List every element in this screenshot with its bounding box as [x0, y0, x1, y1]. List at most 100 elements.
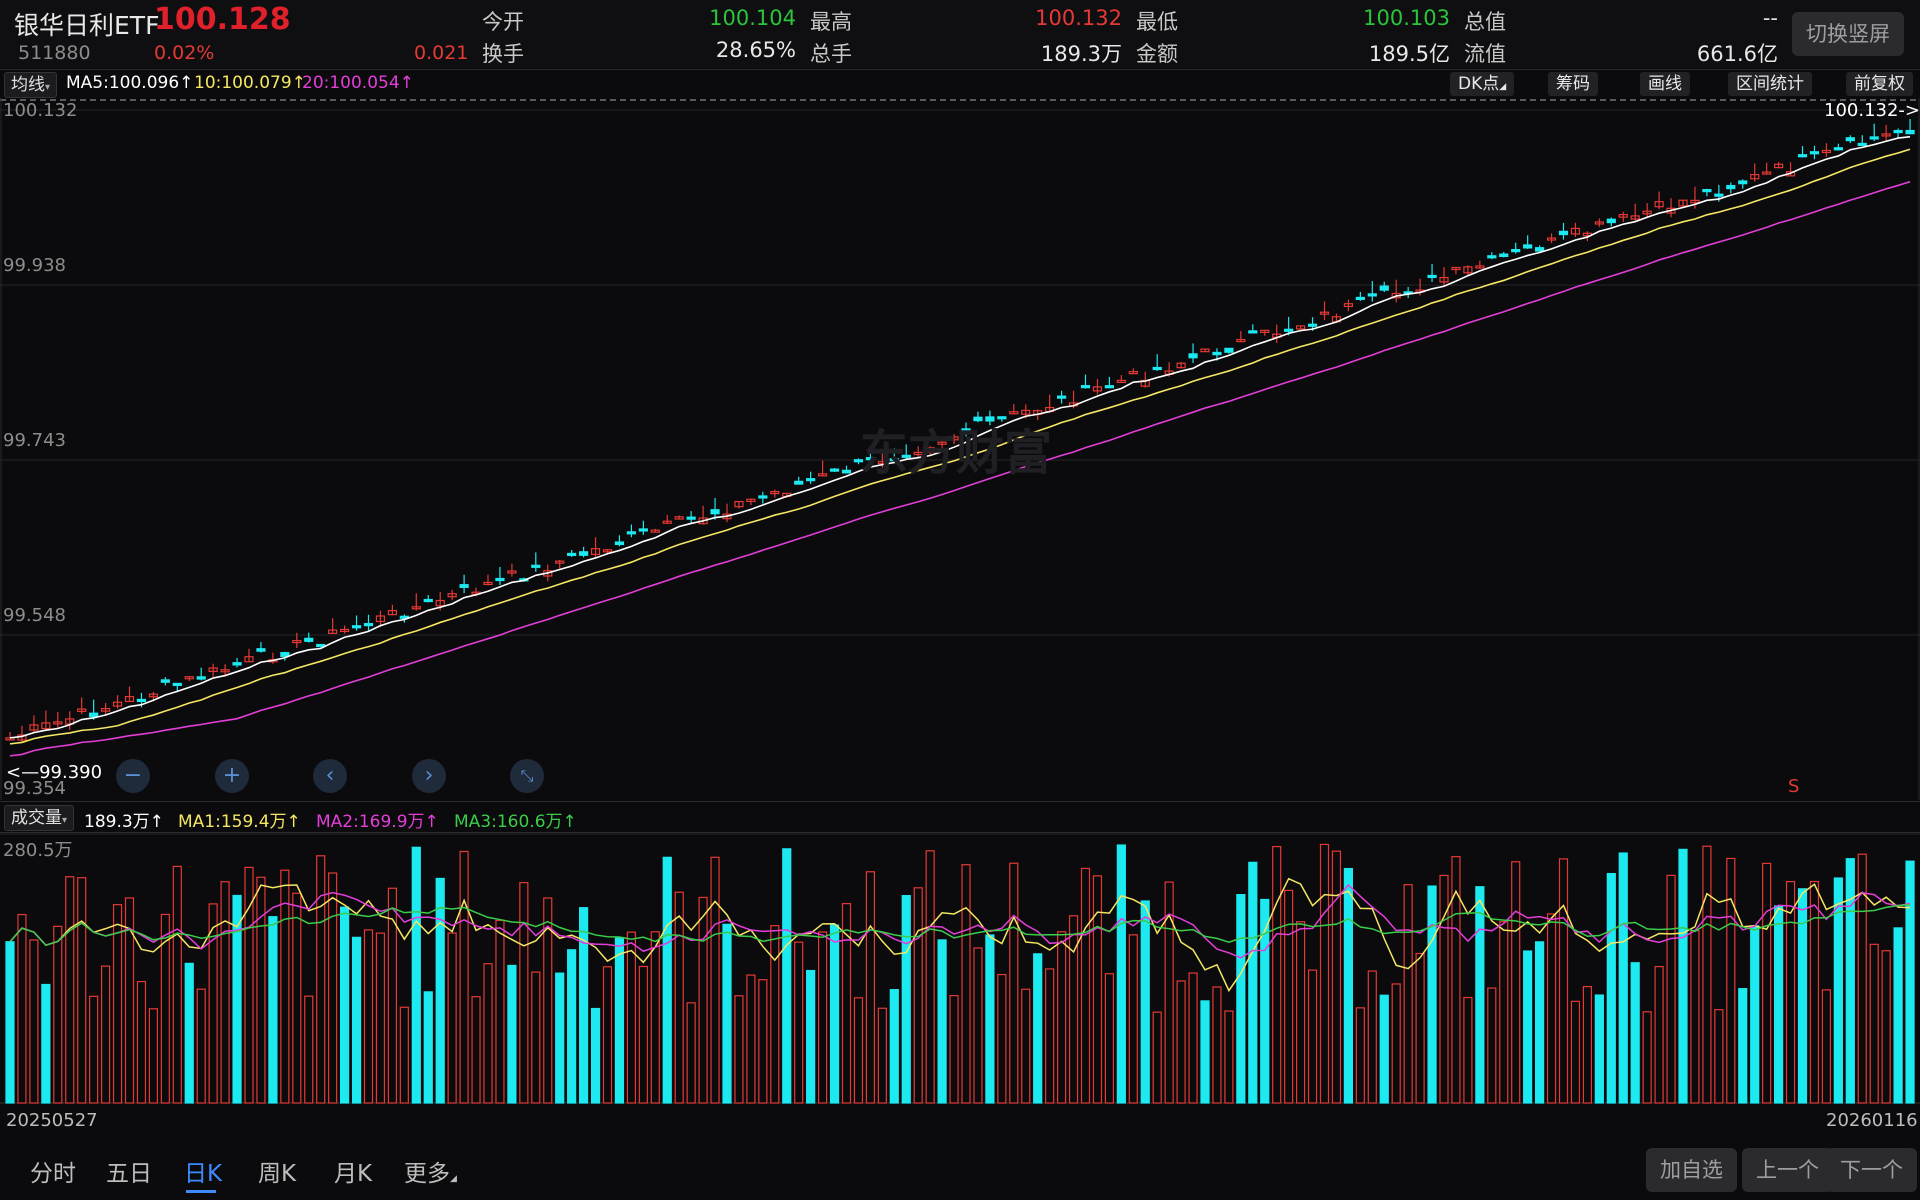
- date-end: 20260116: [1826, 1110, 1918, 1131]
- range-stats-button[interactable]: 区间统计: [1728, 72, 1812, 96]
- kline-svg: [0, 98, 1920, 800]
- previous-button[interactable]: 上一个: [1742, 1148, 1833, 1192]
- volume-bar: [1857, 853, 1867, 1104]
- field-value-open: 100.104: [709, 6, 796, 30]
- candle-body: [901, 454, 911, 458]
- volume-bar: [363, 929, 374, 1104]
- volume-bar: [698, 896, 708, 1104]
- candle-body: [1499, 253, 1509, 258]
- volume-bar: [1033, 953, 1043, 1104]
- candle-body: [1869, 136, 1879, 140]
- candle-body: [1319, 311, 1330, 315]
- candle-body: [937, 441, 947, 445]
- volume-selector-dropdown[interactable]: 成交量▾: [4, 805, 75, 831]
- add-watchlist-button[interactable]: 加自选: [1646, 1148, 1737, 1192]
- volume-bar: [567, 949, 577, 1104]
- chevron-right-icon[interactable]: ›: [412, 759, 446, 793]
- candle-body: [1128, 371, 1138, 375]
- ma20-line: [9, 180, 1911, 757]
- candle-body: [1773, 163, 1784, 169]
- ma-selector-dropdown[interactable]: 均线▾: [4, 72, 58, 98]
- candle-body: [1188, 353, 1198, 359]
- candle-body: [1857, 142, 1867, 147]
- volume-bar: [746, 974, 756, 1104]
- volume-bar: [1893, 927, 1903, 1104]
- next-button[interactable]: 下一个: [1826, 1148, 1917, 1192]
- corner-arrow-icon: ◢: [450, 1174, 457, 1184]
- tab-five-day[interactable]: 五日: [106, 1161, 152, 1187]
- volume-bar: [136, 981, 147, 1104]
- candle-body: [160, 679, 170, 683]
- volume-bar: [1475, 886, 1485, 1104]
- candle-body: [1546, 237, 1557, 241]
- field-label-high: 最高: [810, 10, 852, 34]
- candle-body: [411, 606, 421, 610]
- candle-body: [495, 577, 505, 582]
- volume-ma2: MA2:169.9万↑: [316, 812, 439, 832]
- volume-bar: [949, 995, 959, 1104]
- candle-body: [100, 707, 111, 712]
- volume-bar: [1869, 943, 1879, 1104]
- tab-intraday[interactable]: 分时: [30, 1161, 76, 1187]
- volume-bar: [292, 892, 302, 1104]
- volume-bar: [1439, 874, 1449, 1104]
- volume-bar: [1200, 1000, 1210, 1104]
- field-label-turnover: 换手: [482, 42, 524, 66]
- volume-chart[interactable]: 280.5万: [0, 832, 1920, 1104]
- draw-line-button[interactable]: 画线: [1640, 72, 1690, 96]
- volume-bar: [1379, 994, 1389, 1104]
- sell-signal-marker: S: [1788, 776, 1800, 797]
- candle-body: [1009, 411, 1019, 415]
- volume-ma1: MA1:159.4万↑: [178, 812, 301, 832]
- candle-body: [1558, 230, 1569, 236]
- switch-portrait-button[interactable]: 切换竖屏: [1792, 12, 1904, 56]
- chips-button[interactable]: 筹码: [1548, 72, 1598, 96]
- candle-body: [1654, 201, 1664, 208]
- candle-body: [208, 667, 218, 672]
- kline-chart[interactable]: 东方财富 100.132 99.938 99.743 99.548 99.354…: [0, 98, 1920, 800]
- candle-body: [1511, 248, 1521, 253]
- zoom-in-icon[interactable]: +: [215, 759, 249, 793]
- volume-bar: [1403, 884, 1413, 1104]
- field-value-total-hands: 189.3万: [1040, 42, 1122, 66]
- candle-body: [387, 610, 397, 616]
- volume-indicator-bar: 成交量▾ 189.3万↑ MA1:159.4万↑ MA2:169.9万↑ MA3…: [0, 801, 1920, 833]
- volume-bar: [1009, 862, 1019, 1104]
- volume-bar: [590, 1007, 601, 1104]
- volume-bar: [1881, 950, 1891, 1104]
- volume-bar: [1809, 880, 1820, 1104]
- candle-body: [806, 478, 816, 482]
- tab-daily-k[interactable]: 日K: [184, 1161, 223, 1187]
- candle-body: [148, 693, 158, 698]
- volume-bar: [5, 941, 15, 1104]
- zoom-out-icon[interactable]: −: [116, 759, 150, 793]
- volume-bar: [1295, 921, 1306, 1104]
- dk-point-button[interactable]: DK点◢: [1450, 72, 1515, 96]
- candle-body: [1905, 129, 1915, 135]
- volume-selector-label: 成交量: [11, 808, 62, 828]
- dropdown-arrow-icon: ▾: [45, 82, 51, 93]
- chevron-left-icon[interactable]: ‹: [313, 759, 347, 793]
- volume-bar: [1654, 965, 1664, 1104]
- tab-weekly-k[interactable]: 周K: [258, 1161, 297, 1187]
- volume-bar: [1188, 972, 1198, 1104]
- collapse-icon[interactable]: ⤡: [510, 759, 544, 793]
- candle-body: [1594, 221, 1604, 225]
- volume-bar: [1128, 934, 1138, 1104]
- field-value-low: 100.103: [1363, 6, 1450, 30]
- candle-body: [1762, 171, 1772, 175]
- candle-body: [1893, 129, 1903, 134]
- tab-more[interactable]: 更多◢: [404, 1154, 457, 1188]
- volume-bar: [1367, 970, 1377, 1104]
- tab-monthly-k[interactable]: 月K: [334, 1161, 373, 1187]
- candle-body: [1809, 151, 1820, 155]
- candle-body: [841, 469, 852, 474]
- field-value-amount: 189.5亿: [1368, 42, 1450, 66]
- ma10-line: [9, 148, 1911, 745]
- candle-body: [1260, 329, 1270, 333]
- forward-adjust-button[interactable]: 前复权: [1846, 72, 1913, 96]
- volume-bar: [961, 864, 971, 1104]
- volume-bar: [1355, 1007, 1365, 1104]
- candle-body: [1355, 296, 1365, 301]
- volume-bar: [1678, 848, 1688, 1104]
